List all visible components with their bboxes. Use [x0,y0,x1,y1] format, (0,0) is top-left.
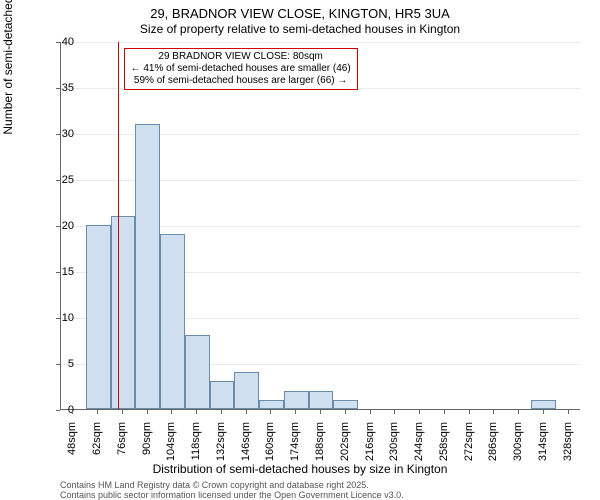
histogram-bar [531,400,556,409]
xtick-mark [196,410,197,414]
histogram-bar [185,335,210,409]
xtick-label: 174sqm [289,422,301,472]
xtick-label: 118sqm [190,422,202,472]
reference-vline [118,42,119,409]
footer-line-2: Contains public sector information licen… [60,490,404,500]
chart-subtitle: Size of property relative to semi-detach… [0,22,600,36]
histogram-bar [234,372,259,409]
histogram-bar [135,124,160,409]
ytick-mark [56,364,60,365]
xtick-label: 188sqm [314,422,326,472]
xtick-mark [469,410,470,414]
histogram-bar [111,216,136,409]
y-axis-label: Number of semi-detached properties [1,0,15,135]
chart-title: 29, BRADNOR VIEW CLOSE, KINGTON, HR5 3UA [0,6,600,21]
histogram-bar [160,234,185,409]
histogram-bar [309,391,334,409]
xtick-label: 272sqm [463,422,475,472]
xtick-mark [493,410,494,414]
xtick-label: 286sqm [487,422,499,472]
histogram-bar [86,225,111,409]
xtick-mark [518,410,519,414]
xtick-mark [370,410,371,414]
histogram-bar [210,381,235,409]
ytick-mark [56,42,60,43]
xtick-label: 314sqm [537,422,549,472]
property-size-histogram: 29, BRADNOR VIEW CLOSE, KINGTON, HR5 3UA… [0,0,600,500]
ytick-mark [56,318,60,319]
xtick-mark [419,410,420,414]
xtick-label: 104sqm [165,422,177,472]
xtick-label: 62sqm [91,422,103,472]
ytick-mark [56,410,60,411]
ytick-mark [56,272,60,273]
xtick-mark [295,410,296,414]
annotation-line: 29 BRADNOR VIEW CLOSE: 80sqm [131,51,351,63]
xtick-mark [97,410,98,414]
annotation-box: 29 BRADNOR VIEW CLOSE: 80sqm← 41% of sem… [124,48,358,90]
xtick-mark [345,410,346,414]
xtick-label: 328sqm [562,422,574,472]
xtick-mark [147,410,148,414]
xtick-label: 230sqm [388,422,400,472]
xtick-mark [568,410,569,414]
xtick-mark [320,410,321,414]
histogram-bar [259,400,284,409]
ytick-mark [56,226,60,227]
xtick-mark [171,410,172,414]
footer-line-1: Contains HM Land Registry data © Crown c… [60,480,369,490]
xtick-mark [72,410,73,414]
xtick-label: 90sqm [141,422,153,472]
xtick-mark [444,410,445,414]
annotation-line: 59% of semi-detached houses are larger (… [131,75,351,87]
ytick-mark [56,134,60,135]
xtick-mark [122,410,123,414]
xtick-label: 48sqm [66,422,78,472]
ytick-mark [56,180,60,181]
xtick-label: 202sqm [339,422,351,472]
xtick-mark [543,410,544,414]
gridline [61,42,580,43]
plot-area: 29 BRADNOR VIEW CLOSE: 80sqm← 41% of sem… [60,42,580,410]
xtick-mark [394,410,395,414]
xtick-label: 132sqm [215,422,227,472]
annotation-line: ← 41% of semi-detached houses are smalle… [131,63,351,75]
histogram-bar [333,400,358,409]
xtick-mark [221,410,222,414]
xtick-label: 160sqm [264,422,276,472]
xtick-label: 258sqm [438,422,450,472]
xtick-label: 146sqm [240,422,252,472]
histogram-bar [284,391,309,409]
xtick-label: 76sqm [116,422,128,472]
xtick-label: 216sqm [364,422,376,472]
xtick-mark [270,410,271,414]
xtick-label: 300sqm [512,422,524,472]
ytick-mark [56,88,60,89]
xtick-mark [246,410,247,414]
xtick-label: 244sqm [413,422,425,472]
